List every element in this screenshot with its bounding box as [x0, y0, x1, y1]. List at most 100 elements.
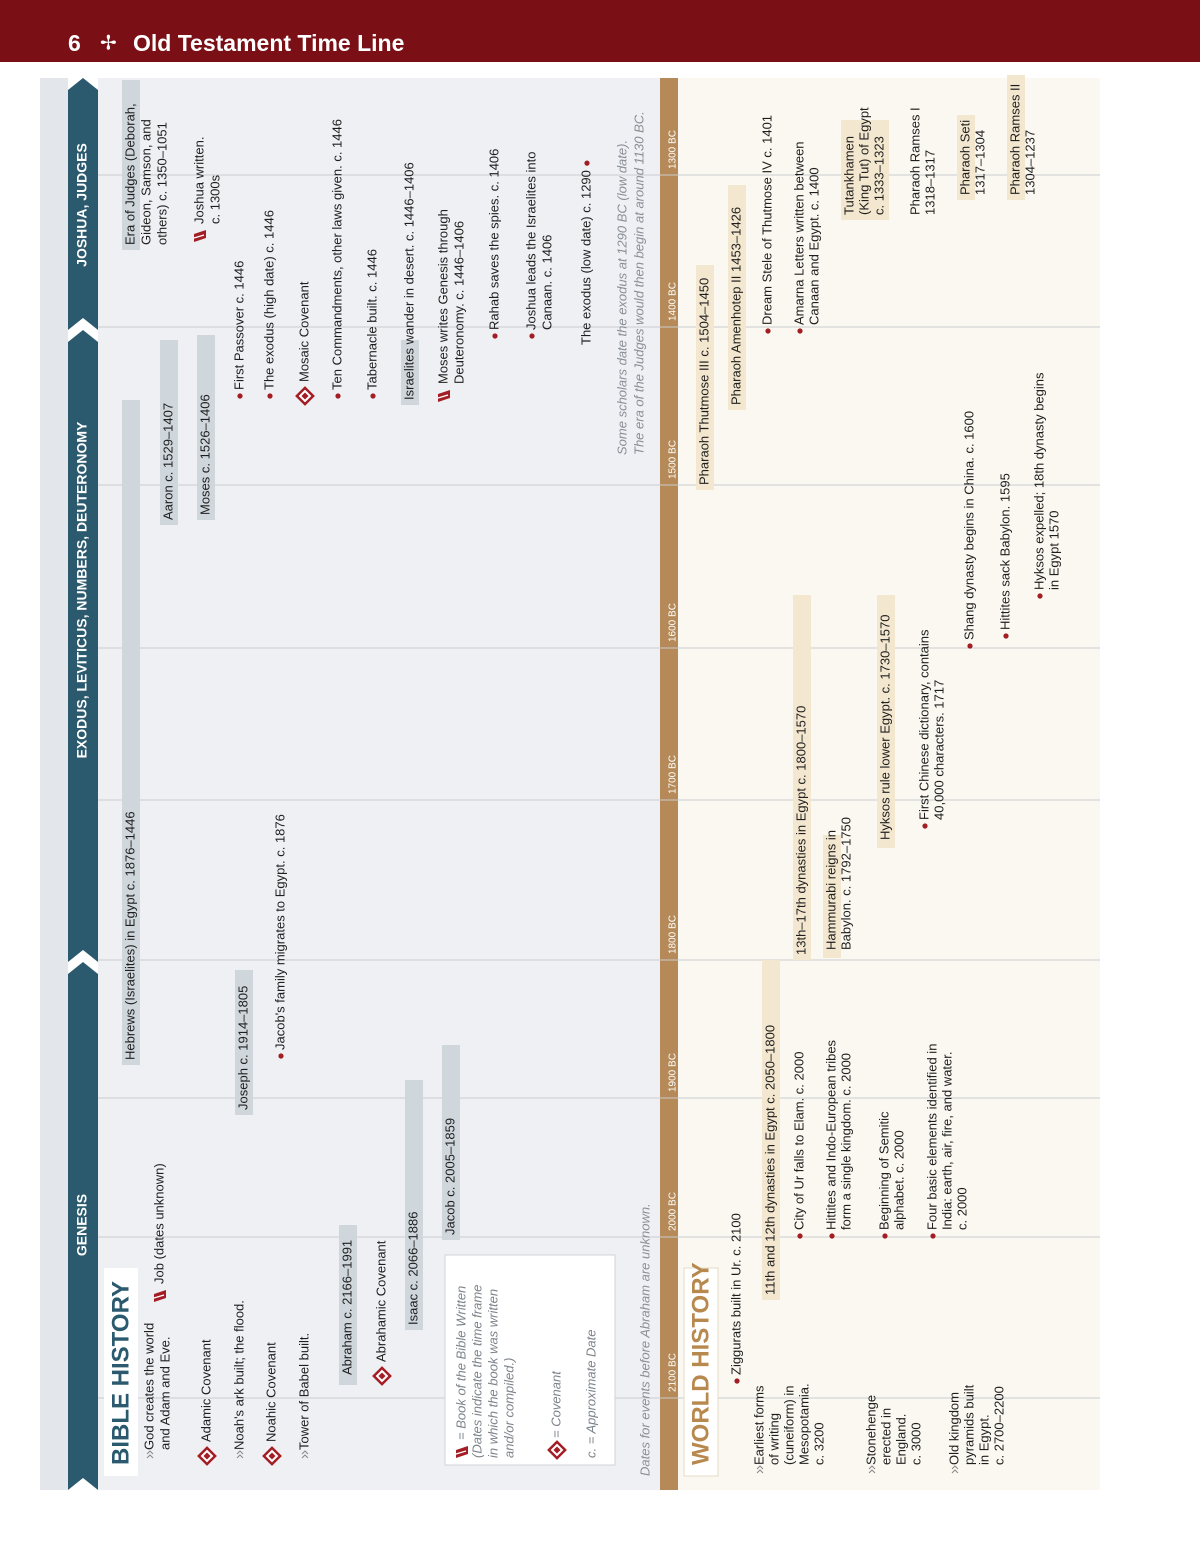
event-text: Israelites wander in desert. c. 1446–140…: [401, 162, 416, 400]
bullet: [278, 1053, 284, 1059]
event-text: Hyksos expelled; 18th dynasty begins: [1031, 372, 1046, 590]
span-bar: [235, 970, 253, 1115]
event-text: Era of Judges (Deborah,: [122, 103, 137, 245]
book-icon: [193, 234, 205, 239]
event-text: (cuneiform) in: [781, 1386, 796, 1465]
bullet: [301, 1450, 309, 1459]
span-bar: [339, 1225, 357, 1385]
span-bar: [957, 115, 975, 200]
event-text: Job (dates unknown): [151, 1163, 166, 1284]
event-text: Hittites and Indo-European tribes: [823, 1039, 838, 1230]
bullet: [882, 1233, 888, 1239]
event-text: c. 3000: [908, 1422, 923, 1465]
event-text: Isaac c. 2066–1886: [405, 1212, 420, 1325]
bullet: [951, 1465, 959, 1474]
section-title-box: [683, 1267, 719, 1477]
span-bar: [1007, 75, 1025, 200]
event-text: First Chinese dictionary, contains: [916, 629, 931, 820]
event-text: of writing: [766, 1413, 781, 1465]
event-text: Pharaoh Seti: [957, 120, 972, 195]
legend-text: in which the book was written: [485, 1289, 500, 1458]
section-title: WORLD HISTORY: [687, 1262, 714, 1465]
event-text: Jacob c. 2005–1859: [442, 1118, 457, 1235]
legend-text: and/or compiled.): [501, 1358, 516, 1458]
book-band: [68, 962, 98, 1490]
event-text: c. 1333–1323: [871, 136, 886, 215]
bullet: [734, 1378, 740, 1384]
event-text: form a single kingdom. c. 2000: [838, 1053, 853, 1230]
axis-label: 2000 BC: [668, 1192, 679, 1231]
event-text: 1318–1317: [922, 150, 937, 215]
bullet: [236, 1450, 244, 1459]
axis-label: 1300 BC: [668, 130, 679, 169]
book-icon: [437, 394, 449, 399]
event-text: erected in: [878, 1408, 893, 1465]
event-text: Joshua leads the Israelites into: [523, 152, 538, 331]
section-title: BIBLE HISTORY: [107, 1281, 134, 1465]
event-text: Ziggurats built in Ur. c. 2100: [728, 1213, 743, 1375]
event-text: 1304–1237: [1022, 130, 1037, 195]
span-bar: [841, 120, 889, 220]
event-text: God creates the world: [141, 1323, 156, 1450]
event-text: Ten Commandments, other laws given. c. 1…: [329, 119, 344, 390]
page-title: Old Testament Time Line: [133, 30, 404, 56]
timeline: 2100 BC 2000 BC 1900 BC 1800 BC 1700 BC 1600 …: [68, 75, 1100, 1490]
event-text: Aaron c. 1529–1407: [160, 403, 175, 520]
event-text: 13th–17th dynasties in Egypt c. 1800–157…: [793, 706, 808, 955]
event-text: Earliest forms: [751, 1385, 766, 1465]
note: Some scholars date the exodus at 1290 BC…: [614, 140, 629, 455]
span-bar: [122, 400, 140, 1065]
span-bar: [762, 960, 780, 1300]
event-text: Deuteronomy. c. 1446–1406: [451, 221, 466, 384]
legend-box: [444, 1254, 616, 1466]
event-text: Hittites sack Babylon. 1595: [997, 473, 1012, 630]
event-text: c. 2700–2200: [991, 1386, 1006, 1465]
axis-label: 1500 BC: [668, 440, 679, 479]
event-text: Gideon, Samson, and: [138, 119, 153, 245]
bullet: [584, 160, 590, 166]
bullet: [1003, 633, 1009, 639]
book-title: GENESIS: [74, 1194, 90, 1256]
book-title: EXODUS, LEVITICUS, NUMBERS, DEUTERONOMY: [74, 421, 90, 758]
span-bar: [728, 185, 746, 410]
axis-label: 2100 BC: [668, 1353, 679, 1392]
event-text: Pharaoh Ramses II: [1007, 84, 1022, 195]
event-text: 11th and 12th dynasties in Egypt c. 2050…: [762, 1025, 777, 1295]
event-text: Noah's ark built; the flood.: [231, 1300, 246, 1450]
legend-text: (Dates indicate the time frame: [469, 1285, 484, 1458]
event-text: Hebrews (Israelites) in Egypt c. 1876–14…: [122, 811, 137, 1060]
event-text: and Adam and Eve.: [157, 1337, 172, 1450]
event-text: The exodus (high date) c. 1446: [261, 210, 276, 390]
axis-label: 1400 BC: [668, 282, 679, 321]
event-text: 40,000 characters. 1717: [931, 680, 946, 820]
event-text: Tower of Babel built.: [296, 1333, 311, 1450]
span-bar: [696, 265, 714, 490]
legend-text: = Covenant: [548, 1370, 563, 1438]
span-bar: [401, 340, 419, 405]
bullet: [529, 333, 535, 339]
page-number: 6: [68, 30, 81, 56]
event-text: others) c. 1350–1051: [154, 122, 169, 245]
bullet: [1037, 593, 1043, 599]
event-text: Noahic Covenant: [263, 1342, 278, 1442]
event-text: Shang dynasty begins in China. c. 1600: [961, 411, 976, 640]
event-text: Abraham c. 2166–1991: [339, 1240, 354, 1375]
event-text: Pharaoh Thutmose III c. 1504–1450: [696, 278, 711, 485]
book-band: [68, 78, 98, 330]
event-text: England.: [893, 1414, 908, 1465]
section-title-box: [104, 1268, 138, 1476]
span-bar: [877, 595, 895, 848]
span-bar: [442, 1045, 460, 1240]
event-text: Pharaoh Ramses I: [907, 107, 922, 215]
event-text: City of Ur falls to Elam. c. 2000: [791, 1052, 806, 1230]
span-bar: [823, 835, 841, 958]
covenant-icon: [301, 392, 309, 400]
event-text: pyramids built: [961, 1384, 976, 1465]
event-text: c. 3200: [811, 1422, 826, 1465]
bullet: [370, 393, 376, 399]
span-bar: [197, 335, 215, 520]
axis-label: 1800 BC: [668, 915, 679, 954]
event-text: Amarna Letters written between: [791, 141, 806, 325]
event-text: in Egypt 1570: [1046, 510, 1061, 590]
event-text: Adamic Covenant: [198, 1339, 213, 1442]
